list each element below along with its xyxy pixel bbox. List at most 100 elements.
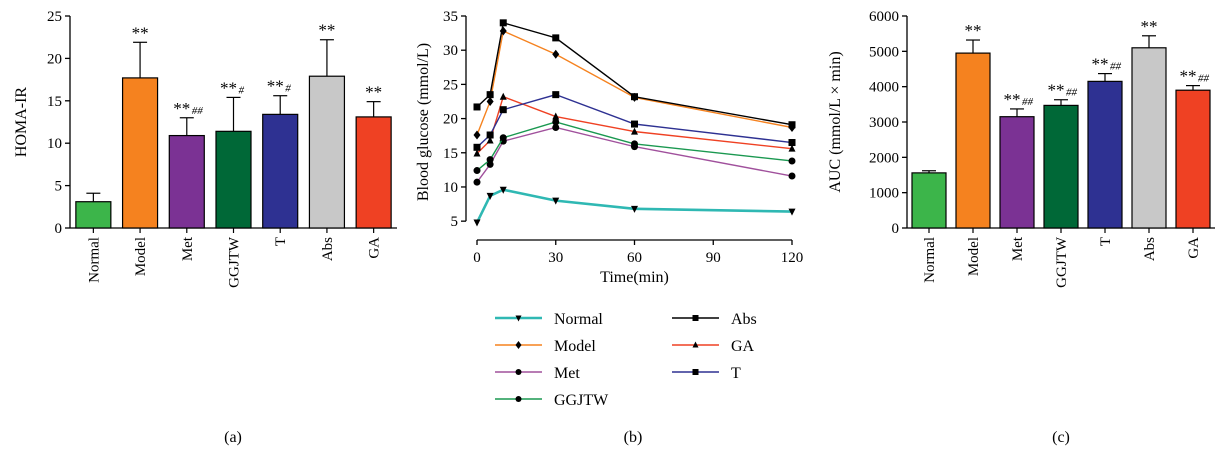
y-tick-label: 10: [443, 180, 458, 196]
y-tick-label: 25: [443, 77, 458, 93]
x-tick-label: Normal: [86, 237, 102, 283]
series-line: [475, 188, 793, 224]
y-tick-label: 20: [443, 112, 458, 128]
x-tick-label: T: [273, 237, 289, 246]
y-tick-label: 25: [47, 9, 62, 25]
y-tick-label: 5: [451, 214, 459, 230]
x-tick-label: GA: [1186, 237, 1202, 259]
y-tick-label: 20: [47, 51, 62, 67]
significance-hash: ##: [1066, 87, 1078, 99]
data-point: [486, 160, 494, 168]
panel-b-line-chart: 5 10 15 20 25 30 35 0 30 60 90 120 Time(min) Blood gl…: [415, 9, 803, 446]
y-tick-label: 1000: [869, 186, 899, 202]
legend-label: Abs: [731, 311, 757, 328]
bar: [1175, 89, 1211, 229]
significance-hash: ##: [192, 105, 204, 117]
data-point: [499, 186, 507, 194]
significance-hash: #: [239, 84, 245, 96]
significance-stars: **: [132, 23, 149, 42]
bar: [121, 77, 159, 229]
data-point: [486, 192, 494, 200]
legend-marker: [515, 341, 522, 349]
y-tick-label: 30: [443, 43, 458, 59]
bar: [75, 201, 112, 229]
series-line: [476, 126, 793, 183]
bar: [911, 172, 947, 229]
data-point: [631, 205, 638, 213]
bar: [168, 134, 205, 229]
x-tick-label: GA: [367, 237, 383, 259]
x-tick-label: 0: [473, 250, 481, 266]
data-point: [788, 208, 796, 216]
y-tick-label: 0: [892, 221, 900, 237]
data-point: [499, 92, 507, 100]
significance-hash: ##: [1022, 96, 1034, 108]
x-tick-label: T: [1098, 237, 1114, 246]
x-tick-label: Model: [133, 237, 149, 276]
legend-label: Normal: [554, 311, 603, 328]
bar: [1087, 80, 1123, 229]
x-tick-label: Met: [180, 236, 196, 261]
legend-marker: [692, 315, 699, 321]
significance-stars: **: [1092, 55, 1109, 74]
bar: [308, 75, 346, 229]
data-point: [473, 178, 481, 186]
series-line: [476, 30, 793, 136]
y-axis-label: AUC (mmol/L × min): [827, 51, 844, 192]
data-point: [788, 172, 796, 180]
x-tick-label: GGJTW: [1054, 236, 1070, 288]
x-tick-label: Met: [1010, 236, 1026, 261]
y-tick-label: 2000: [869, 150, 899, 166]
data-point: [486, 136, 494, 144]
panel-label: (a): [224, 429, 242, 446]
panel-c-bar-chart: 0 1000 2000 3000 4000 5000 6000 AUC (mmol/L × m…: [827, 9, 1215, 446]
data-point: [486, 156, 494, 164]
significance-hash: #: [285, 83, 291, 95]
data-point: [473, 103, 481, 111]
x-tick-label: 90: [706, 250, 721, 266]
y-tick-label: 5000: [869, 44, 899, 60]
x-tick-label: Abs: [320, 237, 336, 261]
data-point: [631, 127, 638, 135]
data-point: [552, 34, 560, 42]
significance-stars: **: [1048, 81, 1065, 100]
x-axis-label: Time(min): [600, 269, 669, 286]
data-point: [552, 197, 560, 205]
significance-stars: **: [365, 83, 382, 102]
y-tick-label: 4000: [869, 80, 899, 96]
significance-stars: **: [318, 21, 335, 40]
data-point: [473, 167, 481, 175]
y-tick-label: 10: [47, 136, 62, 152]
legend-marker: [692, 369, 699, 375]
significance-hash: ##: [1110, 61, 1122, 73]
x-tick-label: GGJTW: [227, 236, 243, 288]
bar: [999, 116, 1035, 229]
data-point: [473, 130, 481, 140]
significance-stars: **: [965, 21, 982, 40]
legend-marker: [515, 315, 522, 322]
y-axis-label: Blood glucose (mmol/L): [415, 43, 432, 201]
significance-stars: **: [1004, 90, 1021, 109]
legend-marker: [515, 369, 522, 375]
significance-stars: **: [220, 78, 237, 97]
x-tick-label: Model: [966, 237, 982, 276]
significance-stars: **: [173, 99, 190, 118]
panel-label: (c): [1052, 429, 1070, 446]
data-point: [499, 19, 507, 27]
bar: [262, 113, 299, 229]
data-point: [486, 131, 494, 139]
y-tick-label: 15: [443, 146, 458, 162]
data-point: [552, 123, 560, 131]
data-point: [473, 219, 481, 227]
x-tick-label: Abs: [1142, 237, 1158, 261]
data-point: [552, 49, 560, 59]
y-tick-label: 35: [443, 9, 458, 25]
data-point: [552, 112, 560, 120]
data-point: [473, 143, 481, 151]
y-axis-label: HOMA-IR: [13, 87, 30, 158]
x-tick-label: 30: [548, 250, 563, 266]
y-tick-label: 0: [55, 221, 63, 237]
x-tick-label: Normal: [922, 237, 938, 283]
data-point: [788, 157, 796, 165]
